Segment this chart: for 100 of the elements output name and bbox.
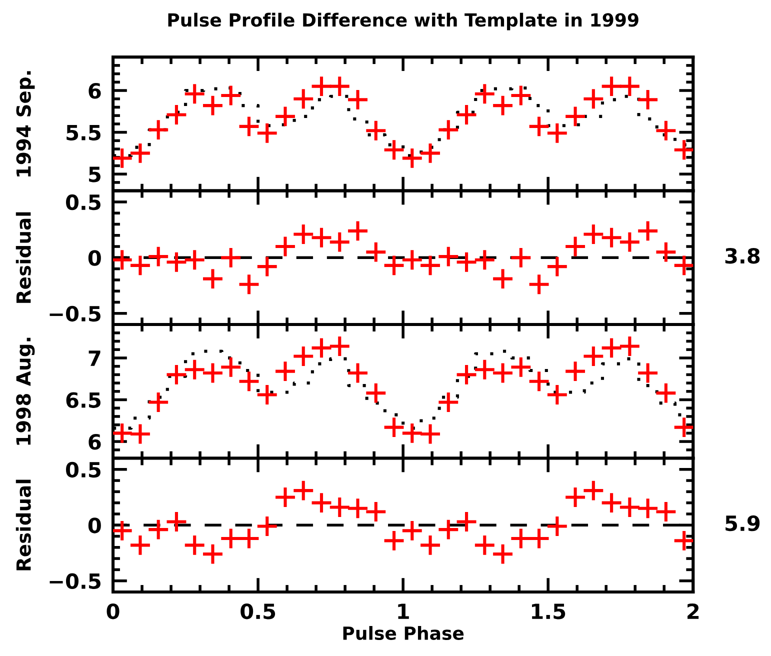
point [582, 345, 605, 368]
point [310, 336, 333, 360]
point [546, 122, 568, 144]
point [636, 497, 660, 520]
point [310, 492, 333, 514]
point [654, 500, 678, 523]
point [328, 335, 351, 358]
point [256, 514, 278, 538]
point [220, 84, 242, 107]
point [256, 122, 278, 144]
y-tick-label: 7 [88, 350, 100, 366]
point [292, 479, 315, 502]
y-axis-title: 1998 Aug. [16, 338, 35, 445]
point [528, 273, 550, 296]
point [600, 226, 623, 249]
point [618, 496, 641, 519]
point [274, 486, 296, 509]
point [364, 382, 388, 404]
chart-title: Pulse Profile Difference with Template in 1999 [168, 12, 638, 30]
point [346, 497, 370, 520]
point [437, 118, 460, 142]
y-axis-title: Residual [16, 212, 31, 303]
point [128, 142, 152, 164]
point [618, 335, 641, 358]
point [654, 240, 678, 264]
point [382, 416, 406, 439]
y-tick-label: 5.5 [66, 125, 100, 141]
y-tick-label: −0.5 [50, 306, 100, 322]
point [510, 84, 532, 107]
y-tick-label: 6 [88, 434, 101, 450]
y-tick-label: 0 [88, 518, 101, 534]
point [346, 362, 370, 384]
point [220, 246, 242, 269]
point [636, 362, 660, 384]
x-axis-title: Pulse Phase [343, 626, 464, 640]
point [455, 510, 478, 534]
point [636, 220, 660, 242]
y-tick-label: −0.5 [50, 573, 100, 590]
point [528, 115, 550, 138]
point [492, 362, 514, 384]
point [292, 223, 315, 246]
point [600, 492, 623, 514]
point [473, 82, 496, 106]
point [654, 119, 678, 142]
point [238, 115, 260, 138]
point [128, 254, 152, 277]
point [292, 88, 315, 110]
point [274, 105, 296, 128]
point [165, 103, 188, 126]
point [437, 245, 460, 268]
point [183, 534, 206, 556]
point [455, 103, 478, 126]
point [510, 246, 532, 269]
point [382, 138, 406, 162]
point [528, 370, 550, 393]
point [346, 88, 370, 111]
x-tick-label: 0.5 [240, 603, 276, 620]
point [364, 500, 388, 523]
point [419, 254, 442, 277]
y-tick-label: 0 [88, 250, 101, 266]
point [564, 486, 587, 509]
point [220, 356, 242, 378]
point [328, 75, 351, 98]
point [238, 370, 260, 393]
point [546, 383, 568, 406]
point [473, 534, 496, 556]
point [600, 75, 623, 98]
point [201, 268, 224, 290]
text: 5.9 [726, 515, 760, 532]
point [582, 88, 605, 110]
point [600, 336, 623, 360]
point [256, 383, 278, 406]
point [400, 422, 424, 444]
point [364, 240, 388, 264]
point [183, 248, 206, 272]
point [419, 422, 442, 446]
point [274, 360, 296, 383]
point [473, 248, 496, 272]
point [400, 248, 424, 272]
y-tick-label: 0.5 [66, 462, 100, 478]
y-axis-title: 1994 Sep. [16, 71, 35, 176]
point [346, 220, 370, 242]
text: 3.8 [725, 248, 760, 264]
point [473, 358, 496, 381]
x-tick-label: 2 [688, 603, 699, 619]
point [274, 235, 296, 258]
point [492, 94, 514, 117]
point [582, 223, 605, 246]
y-tick-label: 0.5 [66, 194, 100, 210]
point [165, 363, 188, 386]
point [564, 360, 587, 383]
point [618, 230, 641, 254]
y-tick-label: 5 [89, 166, 100, 182]
point [238, 273, 260, 296]
point [455, 363, 478, 386]
point [310, 226, 333, 249]
point [546, 514, 568, 538]
point [618, 75, 641, 98]
point [201, 542, 224, 566]
point [147, 245, 170, 268]
